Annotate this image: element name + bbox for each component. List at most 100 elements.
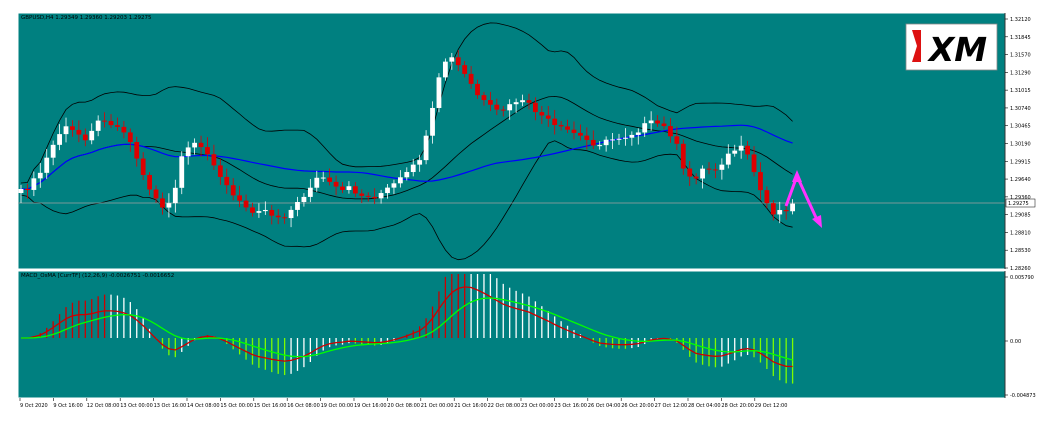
candle-body[interactable]: [288, 209, 294, 219]
candle-body[interactable]: [745, 145, 750, 155]
candle-body[interactable]: [25, 189, 30, 190]
candle-body[interactable]: [192, 142, 198, 148]
candle-body[interactable]: [616, 138, 622, 140]
candle-body[interactable]: [230, 185, 236, 196]
candle-body[interactable]: [70, 126, 75, 130]
candle-body[interactable]: [629, 134, 635, 138]
candle-body[interactable]: [455, 57, 461, 66]
candle-body[interactable]: [481, 95, 487, 101]
candle-body[interactable]: [642, 123, 648, 133]
candle-body[interactable]: [777, 210, 783, 215]
candle-body[interactable]: [295, 202, 300, 210]
candle-body[interactable]: [205, 147, 210, 155]
candle-body[interactable]: [282, 217, 288, 219]
candle-body[interactable]: [44, 157, 50, 173]
candle-body[interactable]: [147, 174, 152, 190]
candle-body[interactable]: [635, 132, 641, 135]
candle-body[interactable]: [211, 154, 217, 166]
candle-body[interactable]: [262, 209, 268, 212]
candle-body[interactable]: [352, 186, 358, 194]
candle-body[interactable]: [76, 129, 82, 135]
time-axis[interactable]: 9 Oct 2020 9 Oct 16:00 12 Oct 08:00 13 Oct …: [19, 398, 787, 409]
candle-body[interactable]: [648, 120, 654, 124]
candle-body[interactable]: [327, 177, 333, 182]
candle-body[interactable]: [442, 61, 448, 78]
candle-body[interactable]: [243, 200, 249, 208]
candle-body[interactable]: [725, 153, 731, 165]
candle-body[interactable]: [153, 189, 159, 199]
candle-body[interactable]: [397, 177, 403, 184]
candle-body[interactable]: [63, 126, 69, 135]
candle-body[interactable]: [179, 156, 185, 188]
candle-body[interactable]: [610, 139, 615, 141]
candle-body[interactable]: [487, 100, 493, 105]
candle-body[interactable]: [507, 104, 513, 111]
candle-body[interactable]: [520, 100, 525, 103]
candle-body[interactable]: [378, 193, 384, 199]
candle-body[interactable]: [160, 198, 165, 208]
candle-body[interactable]: [578, 132, 583, 136]
candle-body[interactable]: [758, 172, 763, 191]
candle-body[interactable]: [623, 137, 628, 139]
candle-body[interactable]: [462, 65, 468, 74]
candle-body[interactable]: [391, 183, 397, 188]
candle-body[interactable]: [661, 123, 667, 127]
candle-body[interactable]: [449, 57, 455, 62]
candle-body[interactable]: [37, 172, 43, 179]
candle-body[interactable]: [603, 139, 609, 146]
candle-body[interactable]: [333, 181, 339, 187]
candlestick-series[interactable]: [18, 50, 795, 228]
candle-body[interactable]: [224, 176, 230, 186]
candle-body[interactable]: [693, 176, 699, 179]
candle-body[interactable]: [494, 104, 500, 110]
candle-body[interactable]: [423, 135, 429, 161]
candle-body[interactable]: [359, 193, 365, 196]
candle-body[interactable]: [340, 186, 345, 190]
candle-body[interactable]: [668, 126, 673, 137]
candle-body[interactable]: [18, 189, 24, 193]
candle-body[interactable]: [539, 112, 545, 116]
candle-body[interactable]: [134, 142, 140, 159]
candle-body[interactable]: [417, 160, 423, 165]
candle-body[interactable]: [346, 186, 352, 190]
candle-body[interactable]: [172, 187, 178, 204]
candle-body[interactable]: [385, 187, 390, 194]
price-axis[interactable]: 1.32120 1.31845 1.31570 1.31290 1.31015 1.307…: [1004, 13, 1031, 272]
candle-body[interactable]: [404, 172, 410, 178]
candle-body[interactable]: [301, 196, 307, 203]
candle-body[interactable]: [269, 209, 275, 216]
candle-body[interactable]: [50, 144, 56, 158]
candle-body[interactable]: [256, 211, 262, 213]
candle-body[interactable]: [166, 203, 172, 208]
candle-body[interactable]: [533, 102, 538, 113]
candle-body[interactable]: [237, 195, 243, 201]
candle-body[interactable]: [732, 150, 738, 154]
candle-body[interactable]: [102, 120, 107, 122]
candle-body[interactable]: [552, 118, 558, 126]
candle-body[interactable]: [764, 190, 770, 204]
candle-body[interactable]: [108, 121, 114, 126]
candle-body[interactable]: [738, 145, 744, 151]
candle-body[interactable]: [89, 130, 95, 141]
candle-body[interactable]: [751, 154, 757, 173]
candle-body[interactable]: [365, 195, 371, 197]
candle-body[interactable]: [250, 207, 255, 213]
candle-body[interactable]: [700, 168, 705, 179]
candle-body[interactable]: [584, 135, 590, 140]
candle-body[interactable]: [590, 139, 596, 146]
candle-body[interactable]: [31, 178, 37, 190]
candle-body[interactable]: [680, 143, 686, 169]
candle-body[interactable]: [121, 126, 127, 133]
candle-body[interactable]: [790, 203, 795, 212]
candle-body[interactable]: [320, 177, 326, 179]
candle-body[interactable]: [468, 73, 474, 84]
candle-body[interactable]: [674, 136, 680, 144]
candle-body[interactable]: [526, 100, 532, 103]
candle-body[interactable]: [770, 203, 776, 215]
candle-body[interactable]: [597, 145, 603, 147]
candle-body[interactable]: [82, 134, 88, 141]
macd-panel-area[interactable]: [17, 270, 1006, 399]
candle-body[interactable]: [687, 168, 693, 177]
candle-body[interactable]: [713, 169, 718, 171]
